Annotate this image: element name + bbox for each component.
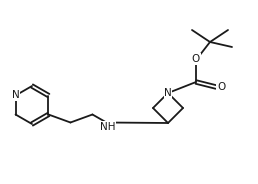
Text: NH: NH	[100, 121, 115, 132]
Text: O: O	[192, 54, 200, 64]
Text: O: O	[217, 82, 225, 92]
Text: N: N	[164, 88, 172, 98]
Text: N: N	[12, 91, 19, 100]
